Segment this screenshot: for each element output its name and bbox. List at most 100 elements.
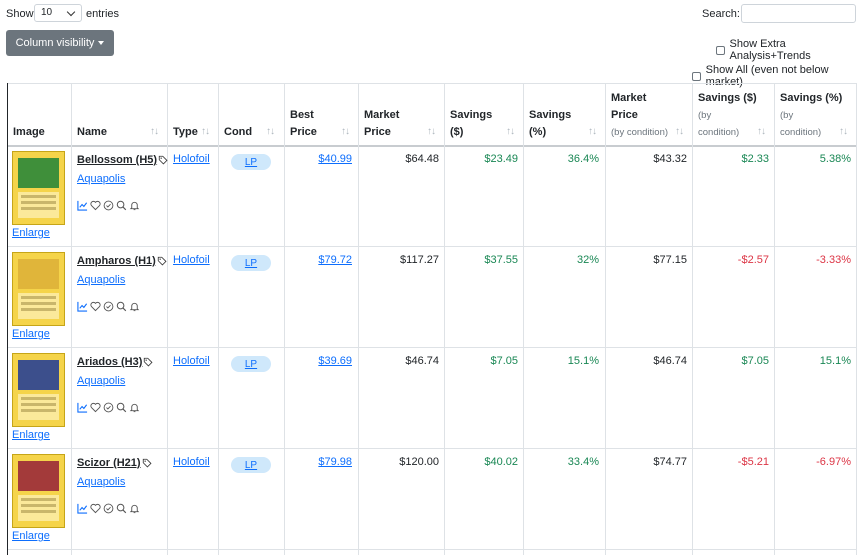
tag-icon[interactable] bbox=[142, 458, 152, 471]
trend-chart-icon[interactable] bbox=[77, 402, 88, 413]
check-circle-icon[interactable] bbox=[103, 301, 114, 312]
card-text-box bbox=[18, 192, 59, 218]
card-image[interactable] bbox=[12, 454, 65, 528]
savings-percent: 32% bbox=[576, 254, 599, 266]
column-visibility-button[interactable]: Column visibility bbox=[6, 30, 114, 56]
header-savings-percent-by-condition[interactable]: Savings (%) (by condition) bbox=[780, 90, 842, 141]
card-name-link[interactable]: Ampharos (H1) bbox=[77, 255, 156, 267]
sort-icon[interactable]: ↑↓ bbox=[506, 126, 515, 137]
enlarge-link[interactable]: Enlarge bbox=[12, 227, 50, 239]
sort-icon[interactable]: ↑↓ bbox=[839, 126, 848, 137]
entries-select[interactable]: 10 bbox=[34, 4, 82, 22]
header-mbc-line3: (by condition) bbox=[611, 127, 669, 138]
header-market-by-condition[interactable]: Market Price (by condition) bbox=[611, 90, 668, 141]
card-image[interactable] bbox=[12, 151, 65, 225]
tag-icon[interactable] bbox=[143, 357, 153, 370]
sort-icon[interactable]: ↑↓ bbox=[150, 126, 159, 137]
header-sbcd-line1: Savings ($) bbox=[698, 92, 757, 104]
card-name-link[interactable]: Ariados (H3) bbox=[77, 356, 143, 368]
card-image[interactable] bbox=[12, 353, 65, 427]
header-cond[interactable]: Cond bbox=[224, 126, 253, 138]
sort-icon[interactable]: ↑↓ bbox=[201, 126, 210, 137]
bell-icon[interactable] bbox=[129, 200, 140, 211]
enlarge-link[interactable]: Enlarge bbox=[12, 530, 50, 542]
extra-analysis-toggle[interactable]: Show Extra Analysis+Trends bbox=[716, 38, 860, 62]
card-name-link[interactable]: Scizor (H21) bbox=[77, 457, 141, 469]
enlarge-link[interactable]: Enlarge bbox=[12, 328, 50, 340]
tag-icon[interactable] bbox=[157, 256, 167, 269]
tag-icon[interactable] bbox=[158, 155, 168, 168]
savings-dollars-by-condition: $2.33 bbox=[741, 153, 769, 165]
market-by-condition: $46.74 bbox=[653, 355, 687, 367]
bell-icon[interactable] bbox=[129, 402, 140, 413]
bell-icon[interactable] bbox=[129, 503, 140, 514]
search-label: Search: bbox=[702, 8, 740, 20]
header-type[interactable]: Type bbox=[173, 126, 198, 138]
type-link[interactable]: Holofoil bbox=[173, 355, 210, 367]
savings-percent-by-condition: -6.97% bbox=[816, 456, 851, 468]
type-link[interactable]: Holofoil bbox=[173, 254, 210, 266]
check-circle-icon[interactable] bbox=[103, 503, 114, 514]
card-image[interactable] bbox=[12, 252, 65, 326]
card-text-box bbox=[18, 394, 59, 420]
trend-chart-icon[interactable] bbox=[77, 200, 88, 211]
enlarge-link[interactable]: Enlarge bbox=[12, 429, 50, 441]
search-input[interactable] bbox=[741, 4, 856, 23]
heart-icon[interactable] bbox=[90, 301, 101, 312]
check-circle-icon[interactable] bbox=[103, 200, 114, 211]
header-savings-percent[interactable]: Savings (%) bbox=[529, 107, 571, 141]
type-link[interactable]: Holofoil bbox=[173, 153, 210, 165]
header-savings-dollars-by-condition[interactable]: Savings ($) (by condition) bbox=[698, 90, 757, 141]
set-link[interactable]: Aquapolis bbox=[77, 375, 126, 387]
card-art bbox=[18, 461, 59, 491]
sort-icon[interactable]: ↑↓ bbox=[757, 126, 766, 137]
sort-icon[interactable]: ↑↓ bbox=[675, 126, 684, 137]
header-sbcp-line2: (by bbox=[780, 110, 794, 121]
bell-icon[interactable] bbox=[129, 301, 140, 312]
set-link[interactable]: Aquapolis bbox=[77, 476, 126, 488]
header-name[interactable]: Name bbox=[77, 126, 107, 138]
sort-icon[interactable]: ↑↓ bbox=[588, 126, 597, 137]
header-best-price[interactable]: Best Price bbox=[290, 107, 317, 141]
savings-percent: 15.1% bbox=[567, 355, 599, 367]
best-price-link[interactable]: $39.69 bbox=[318, 355, 352, 367]
set-link[interactable]: Aquapolis bbox=[77, 173, 126, 185]
best-price-link[interactable]: $40.99 bbox=[318, 153, 352, 165]
condition-badge[interactable]: LP bbox=[231, 457, 271, 473]
search-icon[interactable] bbox=[116, 200, 127, 211]
heart-icon[interactable] bbox=[90, 402, 101, 413]
row-actions bbox=[77, 503, 140, 514]
header-savings-dollars[interactable]: Savings ($) bbox=[450, 107, 492, 141]
extra-analysis-checkbox[interactable] bbox=[716, 45, 725, 55]
type-link[interactable]: Holofoil bbox=[173, 456, 210, 468]
check-circle-icon[interactable] bbox=[103, 402, 114, 413]
savings-percent-by-condition: -3.33% bbox=[816, 254, 851, 266]
show-all-toggle[interactable]: Show All (even not below market) bbox=[692, 64, 860, 88]
search-icon[interactable] bbox=[116, 503, 127, 514]
sort-icon[interactable]: ↑↓ bbox=[341, 126, 350, 137]
card-name-link[interactable]: Bellossom (H5) bbox=[77, 154, 158, 166]
trend-chart-icon[interactable] bbox=[77, 301, 88, 312]
trend-chart-icon[interactable] bbox=[77, 503, 88, 514]
condition-badge[interactable]: LP bbox=[231, 255, 271, 271]
entries-label: entries bbox=[86, 8, 120, 20]
header-mbc-line2: Price bbox=[611, 109, 638, 121]
sort-icon[interactable]: ↑↓ bbox=[427, 126, 436, 137]
set-link[interactable]: Aquapolis bbox=[77, 274, 126, 286]
best-price-link[interactable]: $79.72 bbox=[318, 254, 352, 266]
market-by-condition: $77.15 bbox=[653, 254, 687, 266]
condition-badge[interactable]: LP bbox=[231, 154, 271, 170]
market-price: $117.27 bbox=[400, 254, 439, 266]
search-icon[interactable] bbox=[116, 402, 127, 413]
heart-icon[interactable] bbox=[90, 503, 101, 514]
sort-icon[interactable]: ↑↓ bbox=[266, 126, 275, 137]
show-all-checkbox[interactable] bbox=[692, 71, 701, 81]
card-art bbox=[18, 360, 59, 390]
search-icon[interactable] bbox=[116, 301, 127, 312]
heart-icon[interactable] bbox=[90, 200, 101, 211]
header-market-price[interactable]: Market Price bbox=[364, 107, 399, 141]
savings-dollars: $7.05 bbox=[490, 355, 518, 367]
card-text-box bbox=[18, 293, 59, 319]
condition-badge[interactable]: LP bbox=[231, 356, 271, 372]
best-price-link[interactable]: $79.98 bbox=[318, 456, 352, 468]
